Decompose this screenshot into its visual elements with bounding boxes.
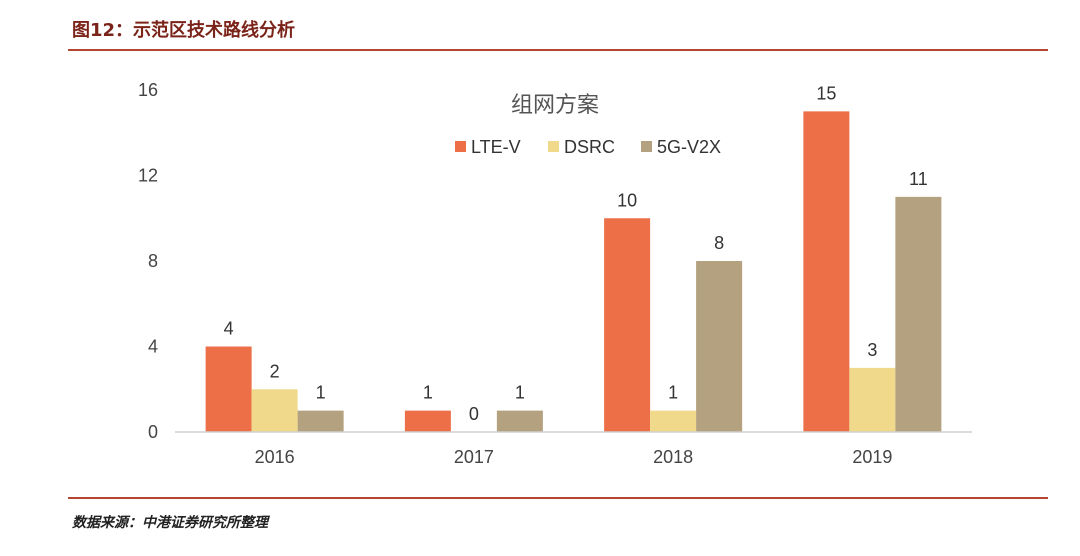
y-tick-label: 4 — [148, 337, 158, 357]
source-note: 数据来源：中港证券研究所整理 — [72, 515, 268, 531]
x-tick-label: 2018 — [653, 447, 693, 467]
legend-label: LTE-V — [471, 137, 521, 157]
bar-5g-v2x-2018 — [696, 261, 743, 432]
data-label: 0 — [469, 404, 479, 424]
bar-dsrc-2018 — [650, 410, 697, 432]
bar-5g-v2x-2017 — [496, 410, 543, 432]
x-tick-label: 2017 — [454, 447, 494, 467]
legend-label: DSRC — [564, 137, 615, 157]
chart-title: 组网方案 — [511, 93, 599, 118]
data-label: 15 — [816, 83, 836, 103]
bar-dsrc-2016 — [251, 389, 298, 432]
legend: LTE-V DSRC 5G-V2X — [455, 137, 721, 157]
data-label: 1 — [515, 383, 525, 403]
data-label: 1 — [423, 383, 433, 403]
legend-label: 5G-V2X — [657, 137, 721, 157]
data-label: 3 — [867, 340, 877, 360]
bar-lte-v-2018 — [604, 218, 651, 432]
data-label: 11 — [909, 169, 928, 189]
legend-swatch-5g-v2x — [641, 141, 652, 152]
legend-swatch-lte-v — [455, 141, 466, 152]
data-label: 8 — [714, 233, 724, 253]
data-label: 10 — [617, 190, 637, 210]
bar-5g-v2x-2019 — [895, 196, 942, 432]
x-tick-label: 2016 — [255, 447, 295, 467]
data-label: 1 — [668, 383, 678, 403]
bar-5g-v2x-2016 — [297, 410, 344, 432]
legend-swatch-dsrc — [548, 141, 559, 152]
data-label: 1 — [316, 383, 326, 403]
y-tick-label: 8 — [148, 251, 158, 271]
bar-lte-v-2016 — [205, 346, 252, 432]
bar-lte-v-2017 — [404, 410, 451, 432]
bar-lte-v-2019 — [803, 111, 850, 432]
y-tick-label: 16 — [138, 80, 158, 100]
top-rule — [68, 49, 1048, 51]
y-tick-label: 0 — [148, 422, 158, 442]
data-label: 2 — [270, 361, 280, 381]
x-tick-label: 2019 — [852, 447, 892, 467]
bar-dsrc-2019 — [849, 367, 896, 432]
y-tick-label: 12 — [138, 166, 158, 186]
figure-title: 图12：示范区技术路线分析 — [72, 20, 296, 41]
bottom-rule — [68, 497, 1048, 499]
x-axis: 2016 2017 2018 2019 — [175, 431, 972, 467]
data-label: 4 — [224, 319, 234, 339]
y-axis: 0 4 8 12 16 — [138, 80, 158, 442]
